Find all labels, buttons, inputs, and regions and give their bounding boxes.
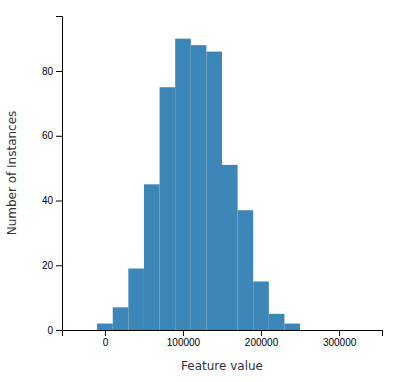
bars bbox=[97, 39, 300, 330]
tick: 200000 bbox=[245, 330, 279, 348]
bar bbox=[113, 307, 129, 330]
plot: 0 100000 200000 300000 0 20 40 60 80 Feature valu… bbox=[5, 17, 383, 374]
tick-mark bbox=[261, 330, 262, 336]
y-axis: 0 20 40 60 80 bbox=[42, 17, 63, 336]
tick-label: 0 bbox=[103, 337, 109, 348]
tick-mark bbox=[339, 330, 340, 336]
x-axis-title: Feature value bbox=[181, 359, 263, 373]
bar bbox=[253, 281, 269, 330]
tick: 60 bbox=[42, 130, 62, 141]
tick-label: 0 bbox=[47, 325, 53, 336]
tick-mark bbox=[105, 330, 106, 336]
bar bbox=[128, 268, 144, 330]
tick-label: 80 bbox=[42, 66, 54, 77]
bar bbox=[175, 39, 191, 330]
bar bbox=[269, 314, 285, 330]
chart: 0 100000 200000 300000 0 20 40 60 80 Feature valu… bbox=[0, 0, 404, 382]
tick-label: 20 bbox=[42, 260, 54, 271]
tick: 0 bbox=[103, 330, 109, 348]
bar bbox=[284, 324, 300, 330]
tick-mark bbox=[56, 265, 62, 266]
tick-label: 300000 bbox=[323, 337, 357, 348]
bar bbox=[97, 324, 113, 330]
tick: 300000 bbox=[323, 330, 357, 348]
tick-mark bbox=[56, 330, 62, 331]
bar bbox=[144, 184, 160, 330]
tick-label: 100000 bbox=[167, 337, 201, 348]
tick: 0 bbox=[47, 325, 62, 336]
tick: 80 bbox=[42, 66, 62, 77]
tick-mark bbox=[56, 136, 62, 137]
tick-label: 60 bbox=[42, 130, 54, 141]
bar bbox=[191, 45, 207, 330]
tick-label: 40 bbox=[42, 195, 54, 206]
y-axis-title: Number of Instances bbox=[5, 111, 19, 236]
axis-line bbox=[63, 331, 383, 337]
tick-mark bbox=[183, 330, 184, 336]
bar bbox=[222, 165, 238, 330]
tick-mark bbox=[56, 71, 62, 72]
axis-line bbox=[56, 17, 63, 331]
tick-mark bbox=[56, 201, 62, 202]
tick-label: 200000 bbox=[245, 337, 279, 348]
bar bbox=[160, 87, 176, 330]
bar bbox=[238, 210, 254, 330]
x-axis: 0 100000 200000 300000 bbox=[63, 330, 383, 348]
tick: 100000 bbox=[167, 330, 201, 348]
tick: 40 bbox=[42, 195, 62, 206]
bar bbox=[206, 52, 222, 330]
tick: 20 bbox=[42, 260, 62, 271]
